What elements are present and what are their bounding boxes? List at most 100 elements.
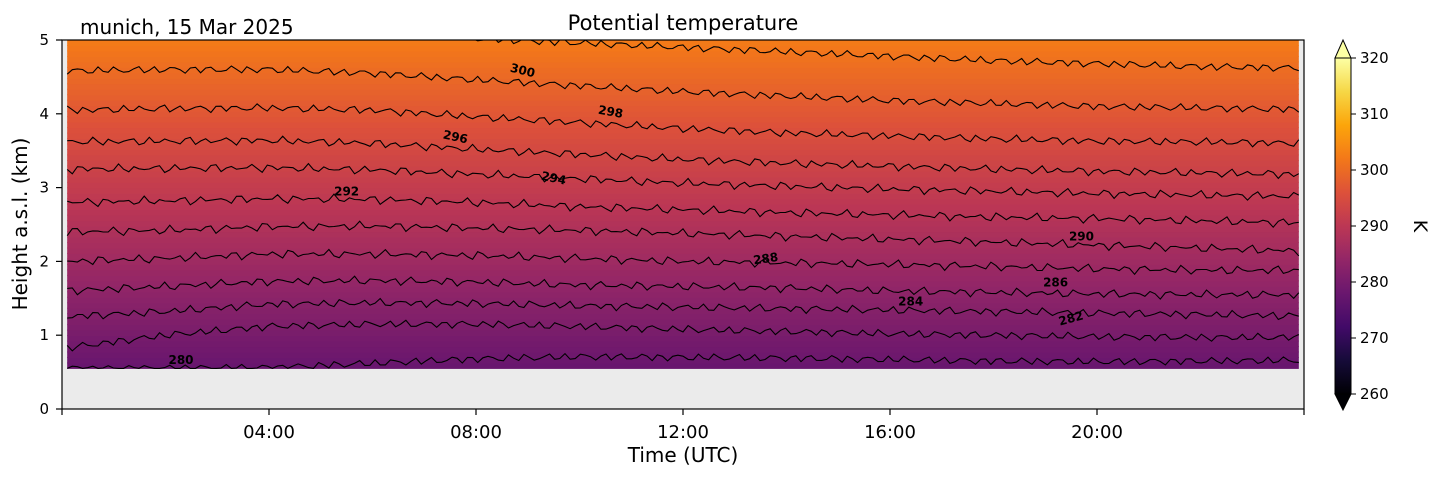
field-band: [67, 313, 1299, 320]
colorbar-extend-max: [1334, 38, 1352, 59]
field-band: [67, 44, 1299, 52]
field-band: [67, 269, 1299, 276]
y-axis-label: Height a.s.l. (km): [8, 138, 32, 311]
field-band: [67, 138, 1299, 145]
contour-label-282: 282: [1057, 308, 1085, 328]
contour-label-286: 286: [1043, 275, 1068, 289]
field-band: [67, 296, 1299, 304]
field-band: [67, 61, 1299, 68]
contour-line-280: [66, 352, 1299, 370]
field-band: [67, 252, 1299, 260]
y-tick-label: 3: [39, 179, 49, 197]
contour-line-296: [67, 135, 1300, 180]
field-band: [67, 236, 1299, 244]
field-band: [67, 346, 1299, 353]
y-axis: 0 1 2 3 4 5: [39, 31, 62, 418]
field-band: [67, 192, 1299, 200]
field-band: [67, 318, 1299, 326]
colorbar: 260 270 280 290 300 310 320 K: [1334, 38, 1429, 412]
field-band: [67, 274, 1299, 282]
isentrope-contours: [66, 40, 1300, 370]
field-band: [67, 362, 1299, 369]
field-band: [67, 247, 1299, 254]
contour-line-286: [67, 275, 1300, 300]
field-band: [67, 220, 1299, 227]
plot-area: 280 282 284 286 288 290 292 294 296 298 300: [61, 39, 1305, 410]
y-tick-label: 4: [39, 105, 49, 123]
field-band: [67, 116, 1299, 123]
field-band: [67, 329, 1299, 337]
contour-line-284: [67, 297, 1299, 321]
field-band: [67, 242, 1299, 249]
contour-line-290: [66, 220, 1300, 257]
field-band: [67, 181, 1299, 189]
field-band: [67, 340, 1299, 348]
temperature-field: [67, 40, 1299, 369]
colorbar-tick-label: 310: [1360, 105, 1389, 123]
x-tick-label: 04:00: [243, 422, 295, 443]
field-band: [67, 187, 1299, 194]
y-tick-label: 1: [39, 326, 49, 344]
field-band: [67, 110, 1299, 118]
field-band: [67, 291, 1299, 298]
contour-line-302: [420, 40, 1299, 72]
contour-line-294: [66, 162, 1300, 201]
contour-label-300: 300: [509, 61, 537, 81]
location-date-label: munich, 15 Mar 2025: [80, 15, 294, 39]
colorbar-gradient: [1334, 57, 1352, 395]
contour-line-300: [66, 65, 1300, 114]
contour-label-298: 298: [597, 103, 624, 121]
contour-line-282: [66, 319, 1300, 352]
field-band: [67, 148, 1299, 156]
contour-label-292: 292: [334, 185, 359, 199]
colorbar-tick-label: 290: [1360, 217, 1389, 235]
field-band: [67, 94, 1299, 101]
colorbar-tick-label: 300: [1360, 161, 1389, 179]
colorbar-tick-label: 280: [1360, 273, 1389, 291]
colorbar-extend-min: [1334, 393, 1352, 412]
field-band: [67, 307, 1299, 315]
chart-title: Potential temperature: [568, 11, 799, 35]
field-band: [67, 263, 1299, 271]
field-band: [67, 154, 1299, 161]
contour-label-280: 280: [168, 353, 193, 367]
field-band: [67, 280, 1299, 287]
contour-label-290: 290: [1069, 230, 1094, 244]
field-band: [67, 105, 1299, 112]
y-tick-label: 2: [39, 252, 49, 270]
colorbar-tick-label: 320: [1360, 49, 1389, 67]
field-band: [67, 66, 1299, 74]
colorbar-tick-label: 270: [1360, 329, 1389, 347]
field-band: [67, 324, 1299, 331]
colorbar-tick-label: 260: [1360, 385, 1389, 403]
field-band: [67, 356, 1299, 364]
field-band: [67, 198, 1299, 205]
y-tick-label: 5: [39, 31, 49, 49]
x-tick-label: 20:00: [1071, 422, 1123, 443]
field-band: [67, 121, 1299, 129]
y-tick-label: 0: [39, 400, 49, 418]
field-band: [67, 165, 1299, 172]
field-band: [67, 335, 1299, 342]
contour-line-298: [66, 103, 1300, 148]
field-band: [67, 159, 1299, 167]
contour-label-288: 288: [752, 250, 779, 267]
x-tick-label: 16:00: [864, 422, 916, 443]
x-axis-label: Time (UTC): [627, 443, 739, 467]
contour-label-284: 284: [898, 294, 923, 308]
field-band: [67, 351, 1299, 358]
field-band: [67, 50, 1299, 57]
field-band: [67, 127, 1299, 134]
field-band: [67, 302, 1299, 309]
field-band: [67, 40, 1299, 46]
contour-label-294: 294: [540, 169, 567, 188]
x-axis: 04:00 08:00 12:00 16:00 20:00: [61, 409, 1305, 443]
field-band: [67, 132, 1299, 140]
contour-line-292: [67, 193, 1299, 229]
field-band: [67, 143, 1299, 150]
contour-label-296: 296: [442, 127, 469, 146]
x-tick-label: 08:00: [450, 422, 502, 443]
field-band: [67, 55, 1299, 63]
field-band: [67, 170, 1299, 178]
